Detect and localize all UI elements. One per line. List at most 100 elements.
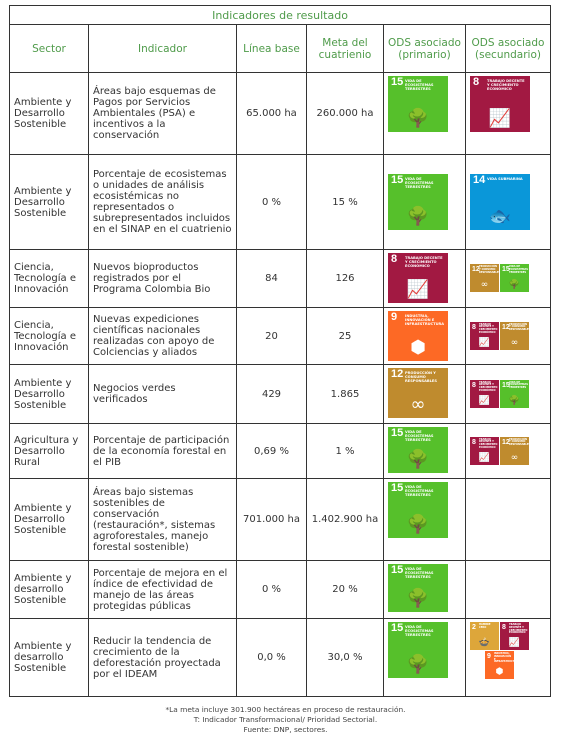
ods-primary-cell: 8 Trabajo decente y crecimiento económico…: [383, 249, 466, 308]
tree-icon: 🌳: [406, 108, 430, 129]
bowl-icon: 🍲: [478, 638, 491, 648]
table-row: Ciencia, Tecnología e Innovación Nuevas …: [9, 307, 552, 365]
sdg-8-tile: 8 Trabajo decente y crecimiento económico…: [470, 436, 499, 465]
infinity-icon: ∞: [510, 452, 519, 463]
baseline-cell: 84: [236, 249, 307, 308]
infinity-icon: ∞: [410, 394, 426, 415]
baseline-cell: 701.000 ha: [236, 478, 307, 561]
ods-primary-cell: 15 Vida de ecosistemas terrestres 🌳: [383, 478, 466, 561]
sector-cell: Ambiente y Desarrollo Sostenible: [9, 364, 89, 424]
note-transformational: T: Indicador Transformacional/ Prioridad…: [193, 715, 378, 724]
ods-secondary-cell: 8 Trabajo decente y crecimiento económico…: [464, 423, 552, 479]
ods-primary-cell: 15 Vida de ecosistemas terrestres 🌳: [383, 423, 466, 479]
cubes-icon: ⬢: [495, 667, 504, 677]
sdg-15-tile: 15 Vida de ecosistemas terrestres 🌳: [388, 482, 448, 538]
table-row: Ciencia, Tecnología e Innovación Nuevos …: [9, 249, 552, 308]
ods-primary-cell: 15 Vida de ecosistemas terrestres 🌳: [383, 560, 466, 619]
sdg-15-tile: 15 Vida de ecosistemas terrestres 🌳: [388, 564, 448, 612]
indicator-cell: Porcentaje de participación de la econom…: [88, 423, 237, 479]
goal-cell: 30,0 %: [306, 618, 384, 697]
goal-cell: 1.865: [306, 364, 384, 424]
table-row: Ambiente y desarrollo Sostenible Porcent…: [9, 560, 552, 619]
ods-secondary-cell: 14 Vida submarina 🐟: [464, 154, 552, 250]
indicator-cell: Negocios verdes verificados: [88, 364, 237, 424]
goal-cell: 1.402.900 ha: [306, 478, 384, 561]
sdg-8-tile: 8 Trabajo decente y crecimiento económico…: [470, 76, 530, 132]
header-ods-primary: ODS asociado (primario): [383, 24, 466, 73]
table-row: Ambiente y desarrollo Sostenible Reducir…: [9, 618, 552, 697]
sdg-8-tile: 8 Trabajo decente y crecimiento económico…: [500, 622, 529, 650]
cubes-icon: ⬢: [410, 337, 426, 358]
sdg-12-tile: 12 Producción y consumo responsables ∞: [500, 321, 529, 350]
baseline-cell: 0,0 %: [236, 618, 307, 697]
baseline-cell: 20: [236, 307, 307, 365]
growth-chart-icon: 📈: [478, 337, 491, 348]
indicator-cell: Porcentaje de ecosistemas o unidades de …: [88, 154, 237, 250]
sdg-15-tile: 15 Vida de ecosistemas terrestres 🌳: [388, 622, 448, 678]
sector-cell: Ambiente y Desarrollo Sostenible: [9, 478, 89, 561]
sdg-15-tile: 15 Vida de ecosistemas terrestres 🌳: [500, 264, 529, 292]
table-notes: *La meta incluye 301.900 hectáreas en pr…: [0, 705, 571, 735]
tree-icon: 🌳: [406, 449, 430, 470]
sdg-9-tile: 9Industria, innovación e infraestructura…: [485, 651, 514, 679]
sector-cell: Ciencia, Tecnología e Innovación: [9, 307, 89, 365]
ods-secondary-cell: [464, 478, 552, 561]
baseline-cell: 429: [236, 364, 307, 424]
goal-cell: 20 %: [306, 560, 384, 619]
tree-icon: 🌳: [508, 280, 521, 290]
ods-secondary-cell: 8 Trabajo decente y crecimiento económico…: [464, 364, 552, 424]
tree-icon: 🌳: [508, 395, 521, 406]
note-restoration: *La meta incluye 301.900 hectáreas en pr…: [165, 705, 406, 714]
sector-cell: Ambiente y Desarrollo Sostenible: [9, 72, 89, 155]
note-source: Fuente: DNP, sectores.: [243, 725, 328, 734]
indicators-table-wrapper: Indicadores de resultado Sector Indicado…: [8, 5, 552, 697]
baseline-cell: 0,69 %: [236, 423, 307, 479]
sdg-14-tile: 14 Vida submarina 🐟: [470, 174, 530, 230]
baseline-cell: 65.000 ha: [236, 72, 307, 155]
goal-cell: 126: [306, 249, 384, 308]
table-row: Ambiente y Desarrollo Sostenible Áreas b…: [9, 72, 552, 155]
header-sector: Sector: [9, 24, 89, 73]
sector-cell: Ciencia, Tecnología e Innovación: [9, 249, 89, 308]
header-baseline: Línea base: [236, 24, 307, 73]
table-row: Agricultura y Desarrollo Rural Porcentaj…: [9, 423, 552, 479]
ods-secondary-cell: 2 Hambre cero 🍲 8 Trabajo decente y crecimie…: [464, 618, 552, 697]
baseline-cell: 0 %: [236, 560, 307, 619]
ods-primary-cell: 15 Vida de ecosistemas terrestres 🌳: [383, 154, 466, 250]
goal-cell: 1 %: [306, 423, 384, 479]
sector-cell: Ambiente y Desarrollo Sostenible: [9, 154, 89, 250]
goal-cell: 25: [306, 307, 384, 365]
sdg-15-tile: 15 Vida de ecosistemas terrestres 🌳: [388, 174, 448, 230]
sdg-15-tile: 15 Vida de ecosistemas terrestres 🌳: [388, 76, 448, 132]
sdg-9-tile: 9Industria, innovación e infraestructura…: [388, 311, 448, 361]
indicator-cell: Nuevos bioproductos registrados por el P…: [88, 249, 237, 308]
goal-cell: 15 %: [306, 154, 384, 250]
growth-chart-icon: 📈: [478, 452, 491, 463]
sector-cell: Ambiente y desarrollo Sostenible: [9, 618, 89, 697]
ods-primary-cell: 9 Industria, innovación e infraestructura…: [383, 307, 466, 365]
table-row: Ambiente y Desarrollo Sostenible Áreas b…: [9, 478, 552, 561]
table-row: Ambiente y Desarrollo Sostenible Negocio…: [9, 364, 552, 424]
baseline-cell: 0 %: [236, 154, 307, 250]
growth-chart-icon: 📈: [488, 108, 512, 129]
ods-primary-cell: 12 Producción y consumo responsables ∞: [383, 364, 466, 424]
infinity-icon: ∞: [510, 337, 519, 348]
indicator-cell: Reducir la tendencia de crecimiento de l…: [88, 618, 237, 697]
table-row: Ambiente y Desarrollo Sostenible Porcent…: [9, 154, 552, 250]
sdg-12-tile: 12 Producción y consumo responsables ∞: [470, 264, 499, 292]
table-title: Indicadores de resultado: [8, 5, 552, 25]
sdg-12-tile: 12 Producción y consumo responsables ∞: [388, 368, 448, 418]
tree-icon: 🌳: [406, 588, 430, 609]
sdg-15-tile: 15 Vida de ecosistemas terrestres 🌳: [388, 427, 448, 473]
sdg-8-tile: 8 Trabajo decente y crecimiento económico…: [470, 321, 499, 350]
tree-icon: 🌳: [406, 206, 430, 227]
sdg-8-tile: 8 Trabajo decente y crecimiento económico…: [388, 253, 448, 303]
growth-chart-icon: 📈: [406, 279, 430, 300]
header-ods-secondary: ODS asociado (secundario): [464, 24, 552, 73]
sdg-8-tile: 8 Trabajo decente y crecimiento económico…: [470, 379, 499, 408]
ods-secondary-cell: [464, 560, 552, 619]
ods-primary-cell: 15 Vida de ecosistemas terrestres 🌳: [383, 618, 466, 697]
indicator-cell: Áreas bajo esquemas de Pagos por Servici…: [88, 72, 237, 155]
ods-primary-cell: 15 Vida de ecosistemas terrestres 🌳: [383, 72, 466, 155]
growth-chart-icon: 📈: [478, 395, 491, 406]
